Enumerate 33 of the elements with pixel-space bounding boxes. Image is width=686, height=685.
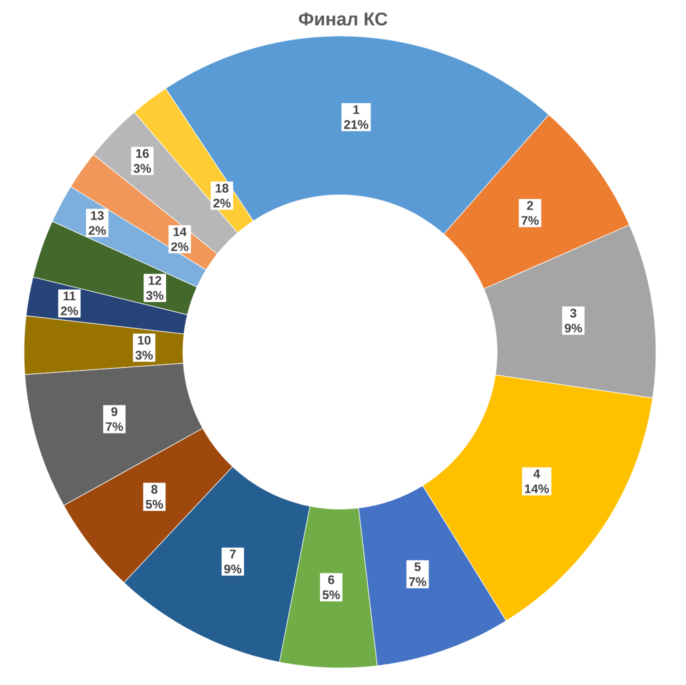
- data-label: 7%: [409, 577, 426, 586]
- data-label: 14%: [525, 484, 549, 494]
- slice-label: 16: [136, 149, 149, 158]
- slice-label: 2: [527, 201, 534, 210]
- data-label: 3%: [146, 291, 164, 300]
- slice-label: 7: [230, 550, 236, 558]
- data-label: 7%: [522, 216, 539, 225]
- slice-label: 5: [414, 562, 421, 572]
- slice-label: 3: [570, 308, 576, 318]
- slice-label: 11: [64, 292, 76, 300]
- slice-label: 8: [151, 484, 158, 494]
- data-label: 2%: [171, 242, 188, 252]
- slice-label: 14: [174, 227, 187, 236]
- data-label: 2%: [213, 198, 231, 208]
- data-label: 2%: [60, 306, 78, 316]
- data-label: 9%: [224, 564, 242, 574]
- slice-label: 1: [353, 105, 360, 114]
- slice-label: 12: [148, 276, 162, 285]
- slice-label: 18: [216, 184, 228, 193]
- slice-label: 4: [533, 470, 540, 478]
- slice-label: 13: [91, 211, 104, 220]
- data-label: 2%: [88, 226, 106, 235]
- data-label: 5%: [322, 590, 340, 600]
- slice-label: 10: [138, 336, 151, 345]
- data-label: 21%: [344, 120, 368, 129]
- data-label: 3%: [134, 164, 151, 173]
- slice-label: 6: [328, 575, 334, 584]
- data-label: 7%: [106, 422, 124, 431]
- data-label: 9%: [564, 324, 582, 333]
- data-label: 5%: [146, 500, 164, 509]
- slice-label: 9: [111, 407, 118, 416]
- chart-title: Финал КС: [298, 12, 388, 26]
- data-label: 3%: [135, 350, 153, 360]
